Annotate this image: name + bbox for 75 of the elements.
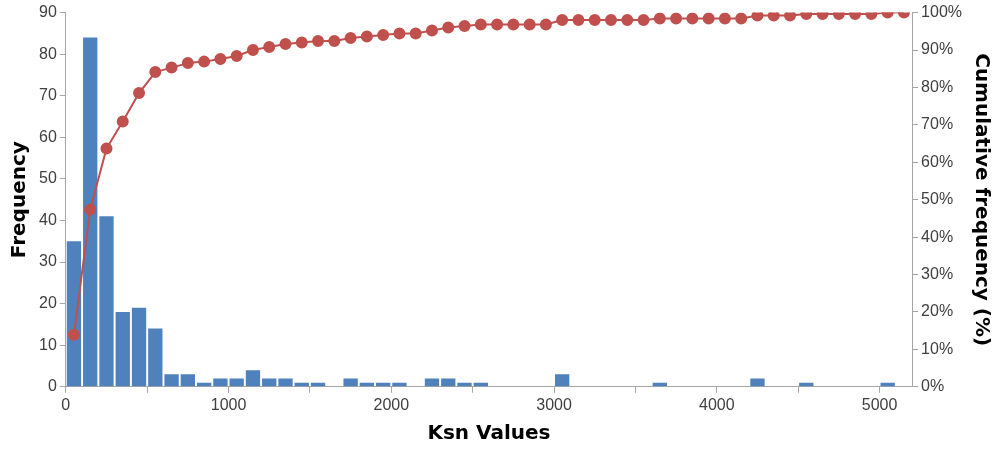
y-tick-label: 80: [39, 44, 57, 62]
y2-tick-label: 0%: [921, 377, 945, 395]
point: [458, 20, 471, 33]
point: [312, 35, 325, 48]
point: [165, 61, 178, 74]
y2-tick-label: 40%: [921, 227, 954, 245]
x-tick-label: 0: [61, 395, 71, 413]
point: [328, 35, 341, 48]
point: [621, 14, 634, 27]
point: [84, 203, 97, 216]
point: [605, 14, 617, 27]
point: [735, 12, 748, 25]
point: [181, 57, 194, 70]
y-tick-label: 10: [39, 335, 57, 353]
point: [360, 30, 373, 43]
y2-tick-label: 70%: [921, 115, 954, 133]
point: [718, 12, 731, 25]
point: [702, 12, 715, 25]
point: [279, 38, 292, 51]
point: [230, 50, 243, 63]
point: [491, 18, 504, 31]
y-tick-label: 20: [39, 294, 57, 312]
point: [425, 24, 438, 37]
y-tick-label: 70: [39, 86, 57, 104]
point: [198, 55, 211, 68]
x-tick-label: 3000: [536, 395, 572, 413]
point: [214, 53, 227, 65]
y-tick-label: 30: [39, 252, 57, 270]
point: [116, 115, 129, 128]
point: [653, 12, 666, 25]
point: [474, 18, 487, 31]
y-tick-label: 60: [39, 127, 57, 145]
y2-tick-label: 100%: [921, 3, 962, 21]
y-tick-label: 40: [39, 210, 57, 228]
point: [149, 66, 162, 79]
point: [637, 14, 650, 27]
point: [686, 12, 699, 25]
point: [442, 21, 455, 34]
point: [344, 32, 357, 45]
y-tick-label: 50: [39, 169, 57, 187]
point: [377, 29, 390, 42]
point: [556, 14, 569, 27]
y2-tick-label: 20%: [921, 302, 954, 320]
y2-tick-label: 50%: [921, 190, 954, 208]
x-tick-label: 2000: [373, 395, 410, 413]
y2-tick-label: 10%: [921, 339, 954, 357]
point: [295, 36, 308, 49]
x-tick-label: 5000: [861, 395, 898, 413]
y2-tick-label: 90%: [921, 40, 954, 58]
point: [133, 87, 146, 100]
y-tick-label: 0: [47, 377, 57, 395]
point: [767, 12, 780, 22]
point: [409, 27, 422, 40]
point: [507, 18, 520, 31]
point: [784, 12, 797, 22]
point: [393, 27, 406, 40]
y2-tick-label: 80%: [921, 77, 954, 95]
point: [572, 14, 585, 27]
point: [670, 12, 683, 25]
point: [263, 41, 276, 54]
point: [751, 12, 764, 22]
y-axis-title: Frequency: [6, 141, 31, 259]
x-axis-title: Ksn Values: [427, 420, 551, 445]
point: [100, 142, 113, 155]
y-tick-label: 90: [39, 3, 57, 21]
y2-tick-label: 60%: [921, 152, 954, 170]
point: [539, 18, 552, 31]
x-tick-label: 4000: [698, 395, 735, 413]
x-tick-label: 1000: [210, 395, 247, 413]
point: [588, 14, 601, 27]
point: [67, 328, 80, 341]
point: [246, 44, 259, 57]
point: [523, 18, 536, 31]
y2-axis-title: Cumulative frequency (%): [970, 53, 995, 347]
y2-tick-label: 30%: [921, 264, 954, 282]
